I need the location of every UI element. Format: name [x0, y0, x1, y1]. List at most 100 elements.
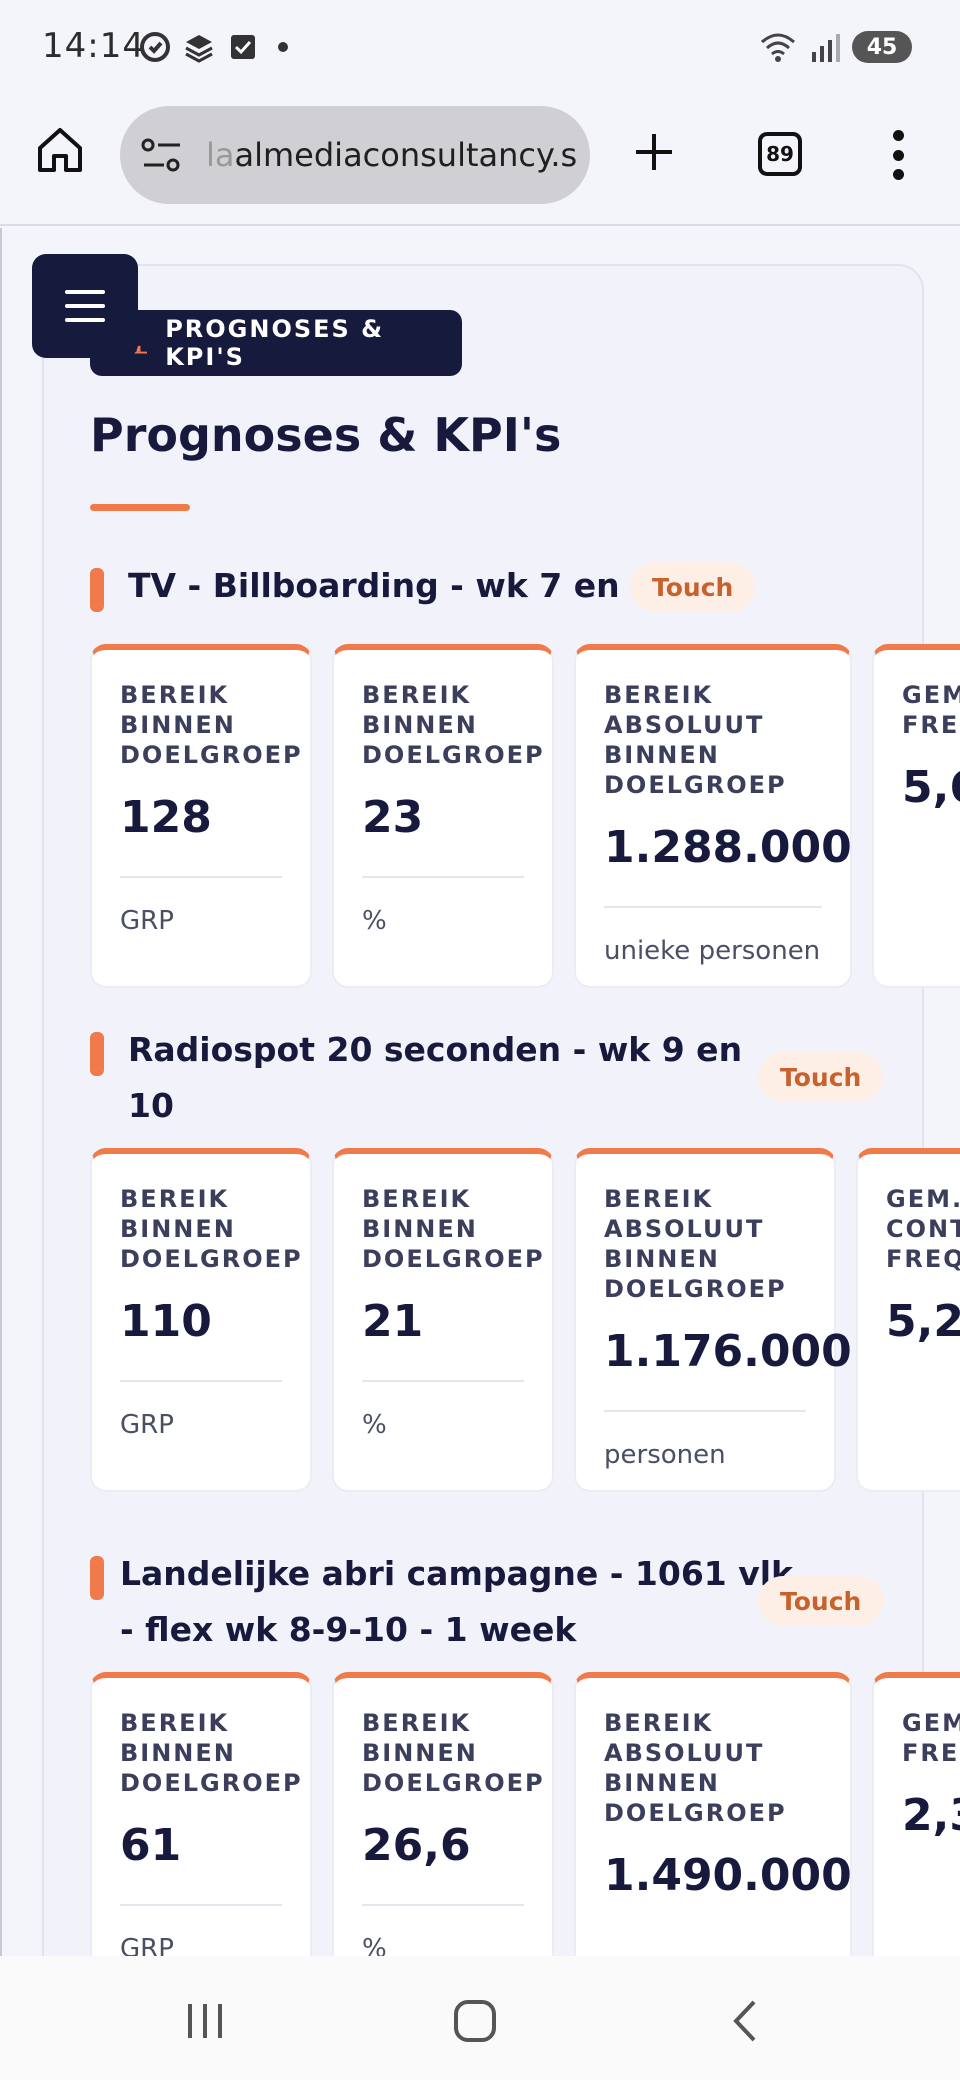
campaign-accent-bar [90, 568, 104, 612]
campaign-header: Landelijke abri campagne - 1061 vlk - fl… [82, 1546, 952, 1666]
home-icon[interactable] [34, 124, 86, 176]
new-tab-icon[interactable] [630, 128, 678, 176]
kpi-value: 1.490.000 [604, 1850, 852, 1901]
status-bar: 14:14 45 [0, 0, 960, 94]
kpi-label: BEREIK ABSOLUUT BINNEN DOELGROEP [604, 1185, 787, 1303]
kpi-divider [120, 1904, 282, 1906]
kpi-divider [362, 1904, 524, 1906]
campaign-title-line: Radiospot 20 seconden - wk 9 en [128, 1030, 743, 1069]
campaign-title: Radiospot 20 seconden - wk 9 en 10 [128, 1022, 742, 1134]
kpi-card: GEM. CONT FREQ 5,2 [856, 1148, 960, 1492]
kpi-card: BEREIK BINNEN DOELGROEP 110 GRP [90, 1148, 312, 1492]
campaign-tag: Touch [630, 562, 756, 612]
kpi-divider [120, 1380, 282, 1382]
kpi-label: BEREIK ABSOLUUT BINNEN DOELGROEP [604, 681, 787, 799]
back-icon[interactable] [722, 1996, 772, 2046]
kpi-label: BEREIK ABSOLUUT BINNEN DOELGROEP [604, 1709, 787, 1827]
campaign-title: TV - Billboarding - wk 7 en 8 [128, 566, 655, 605]
kpi-label: BEREIK BINNEN DOELGROEP [120, 681, 303, 769]
kpi-card: BEREIK ABSOLUUT BINNEN DOELGROEP 1.176.0… [574, 1148, 852, 1492]
campaign-accent-bar [90, 1032, 104, 1076]
kpi-label: BEREIK BINNEN DOELGROEP [362, 1185, 545, 1273]
kpi-cards-row: BEREIK BINNEN DOELGROEP 128 GRP BEREIK B… [90, 644, 960, 988]
kpi-card: GEM CON FREC 5,6 [872, 644, 960, 988]
hamburger-menu-button[interactable] [32, 254, 138, 358]
kpi-cards-row: BEREIK BINNEN DOELGROEP 110 GRP BEREIK B… [90, 1148, 960, 1492]
url-fade-prefix: la [206, 136, 235, 174]
check-icon [231, 35, 255, 59]
kpi-label: GEM CON FRE [902, 1709, 960, 1767]
kpi-card: BEREIK BINNEN DOELGROEP 128 GRP [90, 644, 312, 988]
kpi-card: BEREIK BINNEN DOELGROEP 21 % [332, 1148, 554, 1492]
battery-indicator: 45 [852, 31, 912, 63]
address-bar[interactable]: laalmediaconsultancy.site [120, 106, 590, 204]
url-domain: almediaconsultancy.site [234, 136, 577, 174]
kpi-value: 5,6 [902, 762, 960, 813]
kpi-value: 21 [362, 1296, 424, 1347]
stack-icon [185, 35, 213, 63]
signal-icon [812, 34, 840, 62]
kpi-cards-row: BEREIK BINNEN DOELGROEP 61 GRP BEREIK BI… [90, 1672, 960, 1956]
kpi-label: GEM CON FREC [902, 681, 960, 739]
campaign-tag: Touch [758, 1576, 884, 1626]
campaign-header: Radiospot 20 seconden - wk 9 en 10 Touch [90, 1022, 960, 1142]
site-settings-icon[interactable] [140, 135, 184, 175]
kpi-label: BEREIK BINNEN DOELGROEP [120, 1185, 303, 1273]
kpi-label: BEREIK BINNEN DOELGROEP [120, 1709, 303, 1797]
web-viewport: PROGNOSES & KPI'S Prognoses & KPI's TV -… [0, 228, 960, 1956]
kpi-divider [120, 876, 282, 878]
recent-apps-icon[interactable] [180, 1996, 230, 2046]
url-text[interactable]: laalmediaconsultancy.site [206, 136, 576, 174]
kpi-label: BEREIK BINNEN DOELGROEP [362, 1709, 545, 1797]
kpi-card: BEREIK BINNEN DOELGROEP 26,6 % [332, 1672, 554, 1956]
campaign-title: Landelijke abri campagne - 1061 vlk - fl… [120, 1546, 793, 1658]
campaign-header: TV - Billboarding - wk 7 en 8 Touch [90, 558, 960, 618]
kpi-divider [362, 876, 524, 878]
kpi-unit: unieke personen [604, 936, 821, 966]
kpi-divider [604, 1410, 806, 1412]
kpi-value: 23 [362, 792, 424, 843]
kpi-value: 128 [120, 792, 212, 843]
home-nav-icon[interactable] [450, 1996, 500, 2046]
kpi-card: BEREIK BINNEN DOELGROEP 61 GRP [90, 1672, 312, 1956]
kpi-unit: % [362, 1934, 387, 1956]
kpi-unit: GRP [120, 1410, 174, 1440]
kpi-unit: GRP [120, 1934, 174, 1956]
kpi-unit: GRP [120, 906, 174, 936]
kpi-card: BEREIK BINNEN DOELGROEP 23 % [332, 644, 554, 988]
kpi-unit: % [362, 906, 387, 936]
campaign-section: Landelijke abri campagne - 1061 vlk - fl… [82, 1546, 960, 1956]
status-time: 14:14 [42, 26, 145, 66]
tabs-count-button[interactable]: 89 [758, 132, 802, 176]
browser-toolbar: laalmediaconsultancy.site 89 [0, 94, 960, 226]
browser-menu-button[interactable] [886, 130, 910, 180]
kpi-label: GEM. CONT FREQ [886, 1185, 960, 1273]
campaign-section: TV - Billboarding - wk 7 en 8 Touch BERE… [90, 558, 960, 988]
page-title: Prognoses & KPI's [90, 408, 562, 462]
kpi-card: GEM CON FRE 2,3 [872, 1672, 960, 1956]
system-nav-bar [0, 1956, 960, 2080]
status-icons-right: 45 [758, 30, 912, 64]
notification-dot [278, 42, 288, 52]
section-badge-label: PROGNOSES & KPI'S [165, 315, 385, 371]
title-underline [90, 504, 190, 511]
kpi-value: 26,6 [362, 1820, 471, 1871]
kpi-divider [604, 906, 822, 908]
kpi-unit: personen [604, 1440, 726, 1470]
section-badge: PROGNOSES & KPI'S [90, 310, 462, 376]
campaign-title-line: - flex wk 8-9-10 - 1 week [120, 1610, 577, 1649]
kpi-card: BEREIK ABSOLUUT BINNEN DOELGROEP 1.288.0… [574, 644, 852, 988]
campaign-section: Radiospot 20 seconden - wk 9 en 10 Touch… [90, 1022, 960, 1492]
kpi-value: 61 [120, 1820, 182, 1871]
kpi-unit: % [362, 1410, 387, 1440]
kpi-value: 2,3 [902, 1790, 960, 1841]
campaign-accent-bar [90, 1556, 104, 1600]
kpi-divider [362, 1380, 524, 1382]
wifi-icon [761, 33, 795, 62]
sync-icon [140, 32, 170, 62]
kpi-card: BEREIK ABSOLUUT BINNEN DOELGROEP 1.490.0… [574, 1672, 852, 1956]
kpi-label: BEREIK BINNEN DOELGROEP [362, 681, 545, 769]
kpi-value: 110 [120, 1296, 212, 1347]
campaign-title-line: Landelijke abri campagne - 1061 vlk [120, 1554, 794, 1593]
kpi-value: 1.176.000 [604, 1326, 852, 1377]
